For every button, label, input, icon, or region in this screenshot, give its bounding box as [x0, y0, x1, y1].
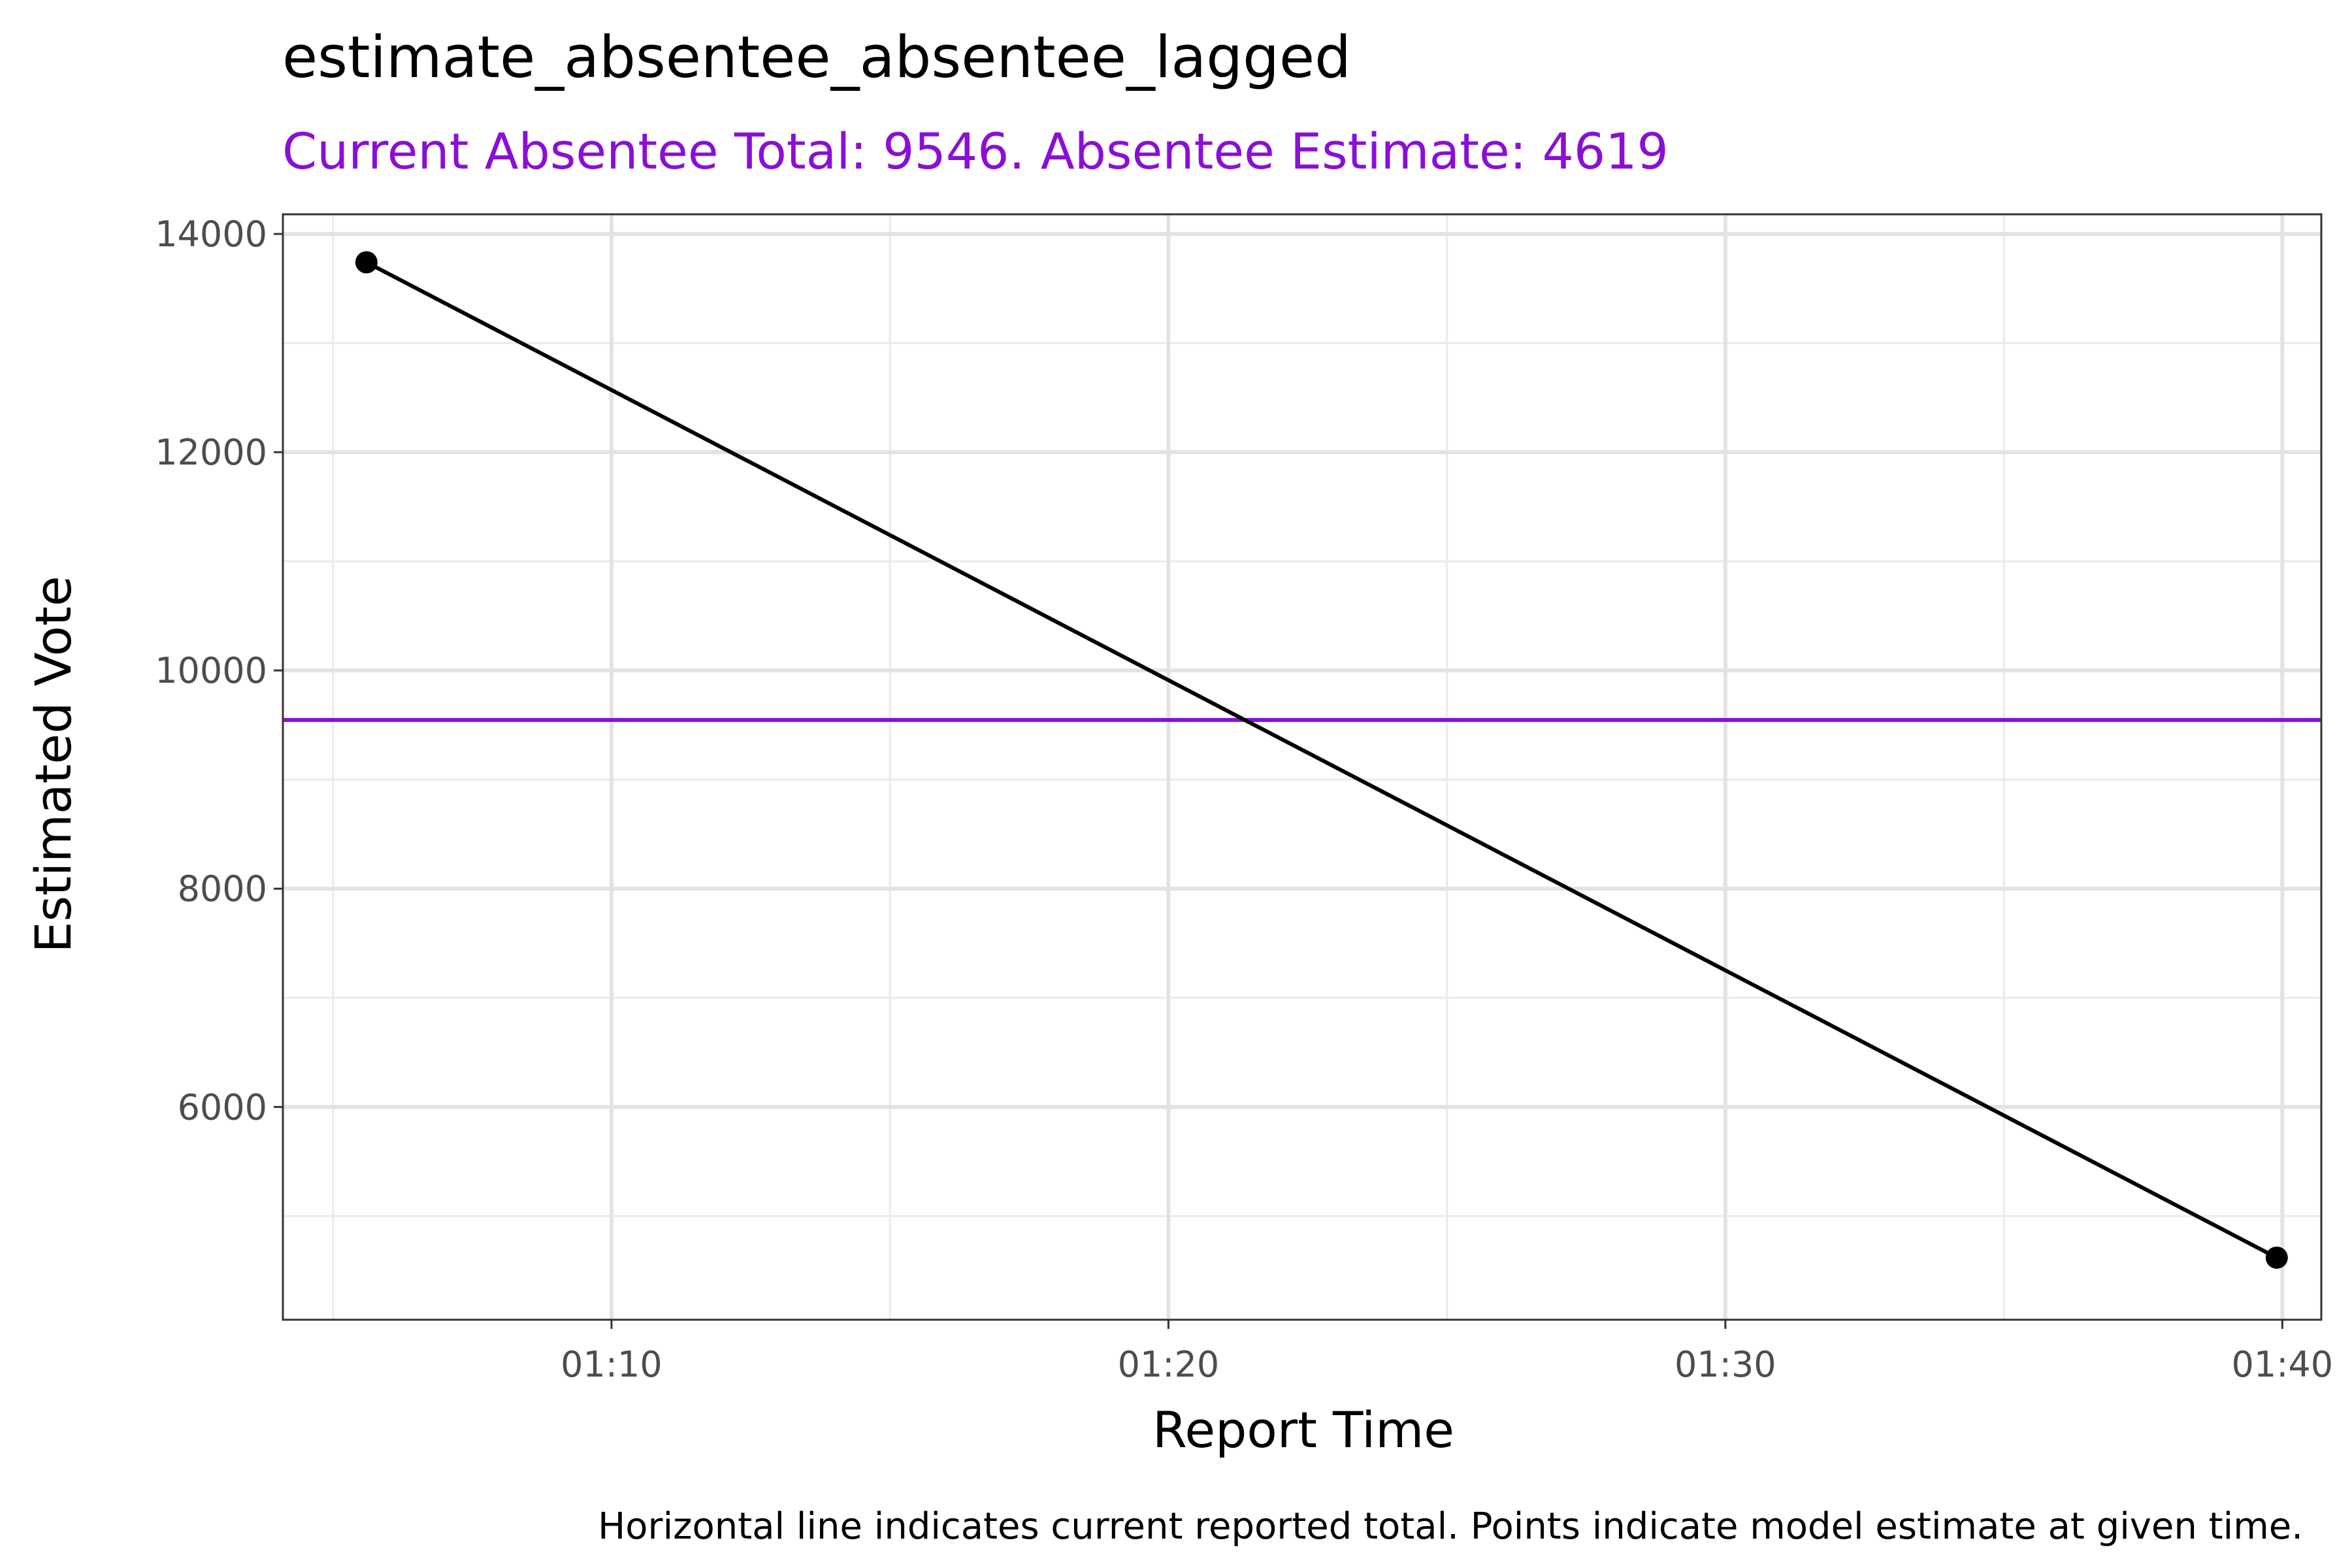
data-points	[355, 251, 2288, 1269]
grid-minor	[283, 214, 2321, 1320]
grid-major	[283, 214, 2321, 1320]
plot-border	[282, 213, 2323, 1321]
data-point	[2265, 1246, 2288, 1269]
chart-title: estimate_absentee_absentee_lagged	[282, 24, 1351, 91]
y-tick-label: 6000	[178, 1086, 267, 1128]
x-tick-label: 01:40	[2232, 1344, 2334, 1385]
x-tick-label: 01:10	[561, 1344, 662, 1385]
series-line	[365, 260, 2278, 1260]
caption: Horizontal line indicates current report…	[598, 1505, 2303, 1548]
y-tick-label: 14000	[155, 214, 267, 255]
y-axis-ticks: 6000 8000 10000 12000 14000	[155, 214, 283, 1128]
y-axis-title: Estimated Vote	[24, 576, 82, 953]
x-axis-ticks: 01:10 01:20 01:30 01:40	[561, 1320, 2333, 1385]
x-tick-label: 01:20	[1118, 1344, 1220, 1385]
y-tick-label: 12000	[155, 432, 267, 473]
plot-panel	[283, 214, 2321, 1320]
y-tick-label: 10000	[155, 650, 267, 691]
data-point	[355, 251, 378, 274]
x-tick-label: 01:30	[1674, 1344, 1776, 1385]
x-axis-title: Report Time	[1152, 1401, 1454, 1459]
chart-subtitle: Current Absentee Total: 9546. Absentee E…	[282, 122, 1669, 180]
y-tick-label: 8000	[178, 868, 267, 909]
